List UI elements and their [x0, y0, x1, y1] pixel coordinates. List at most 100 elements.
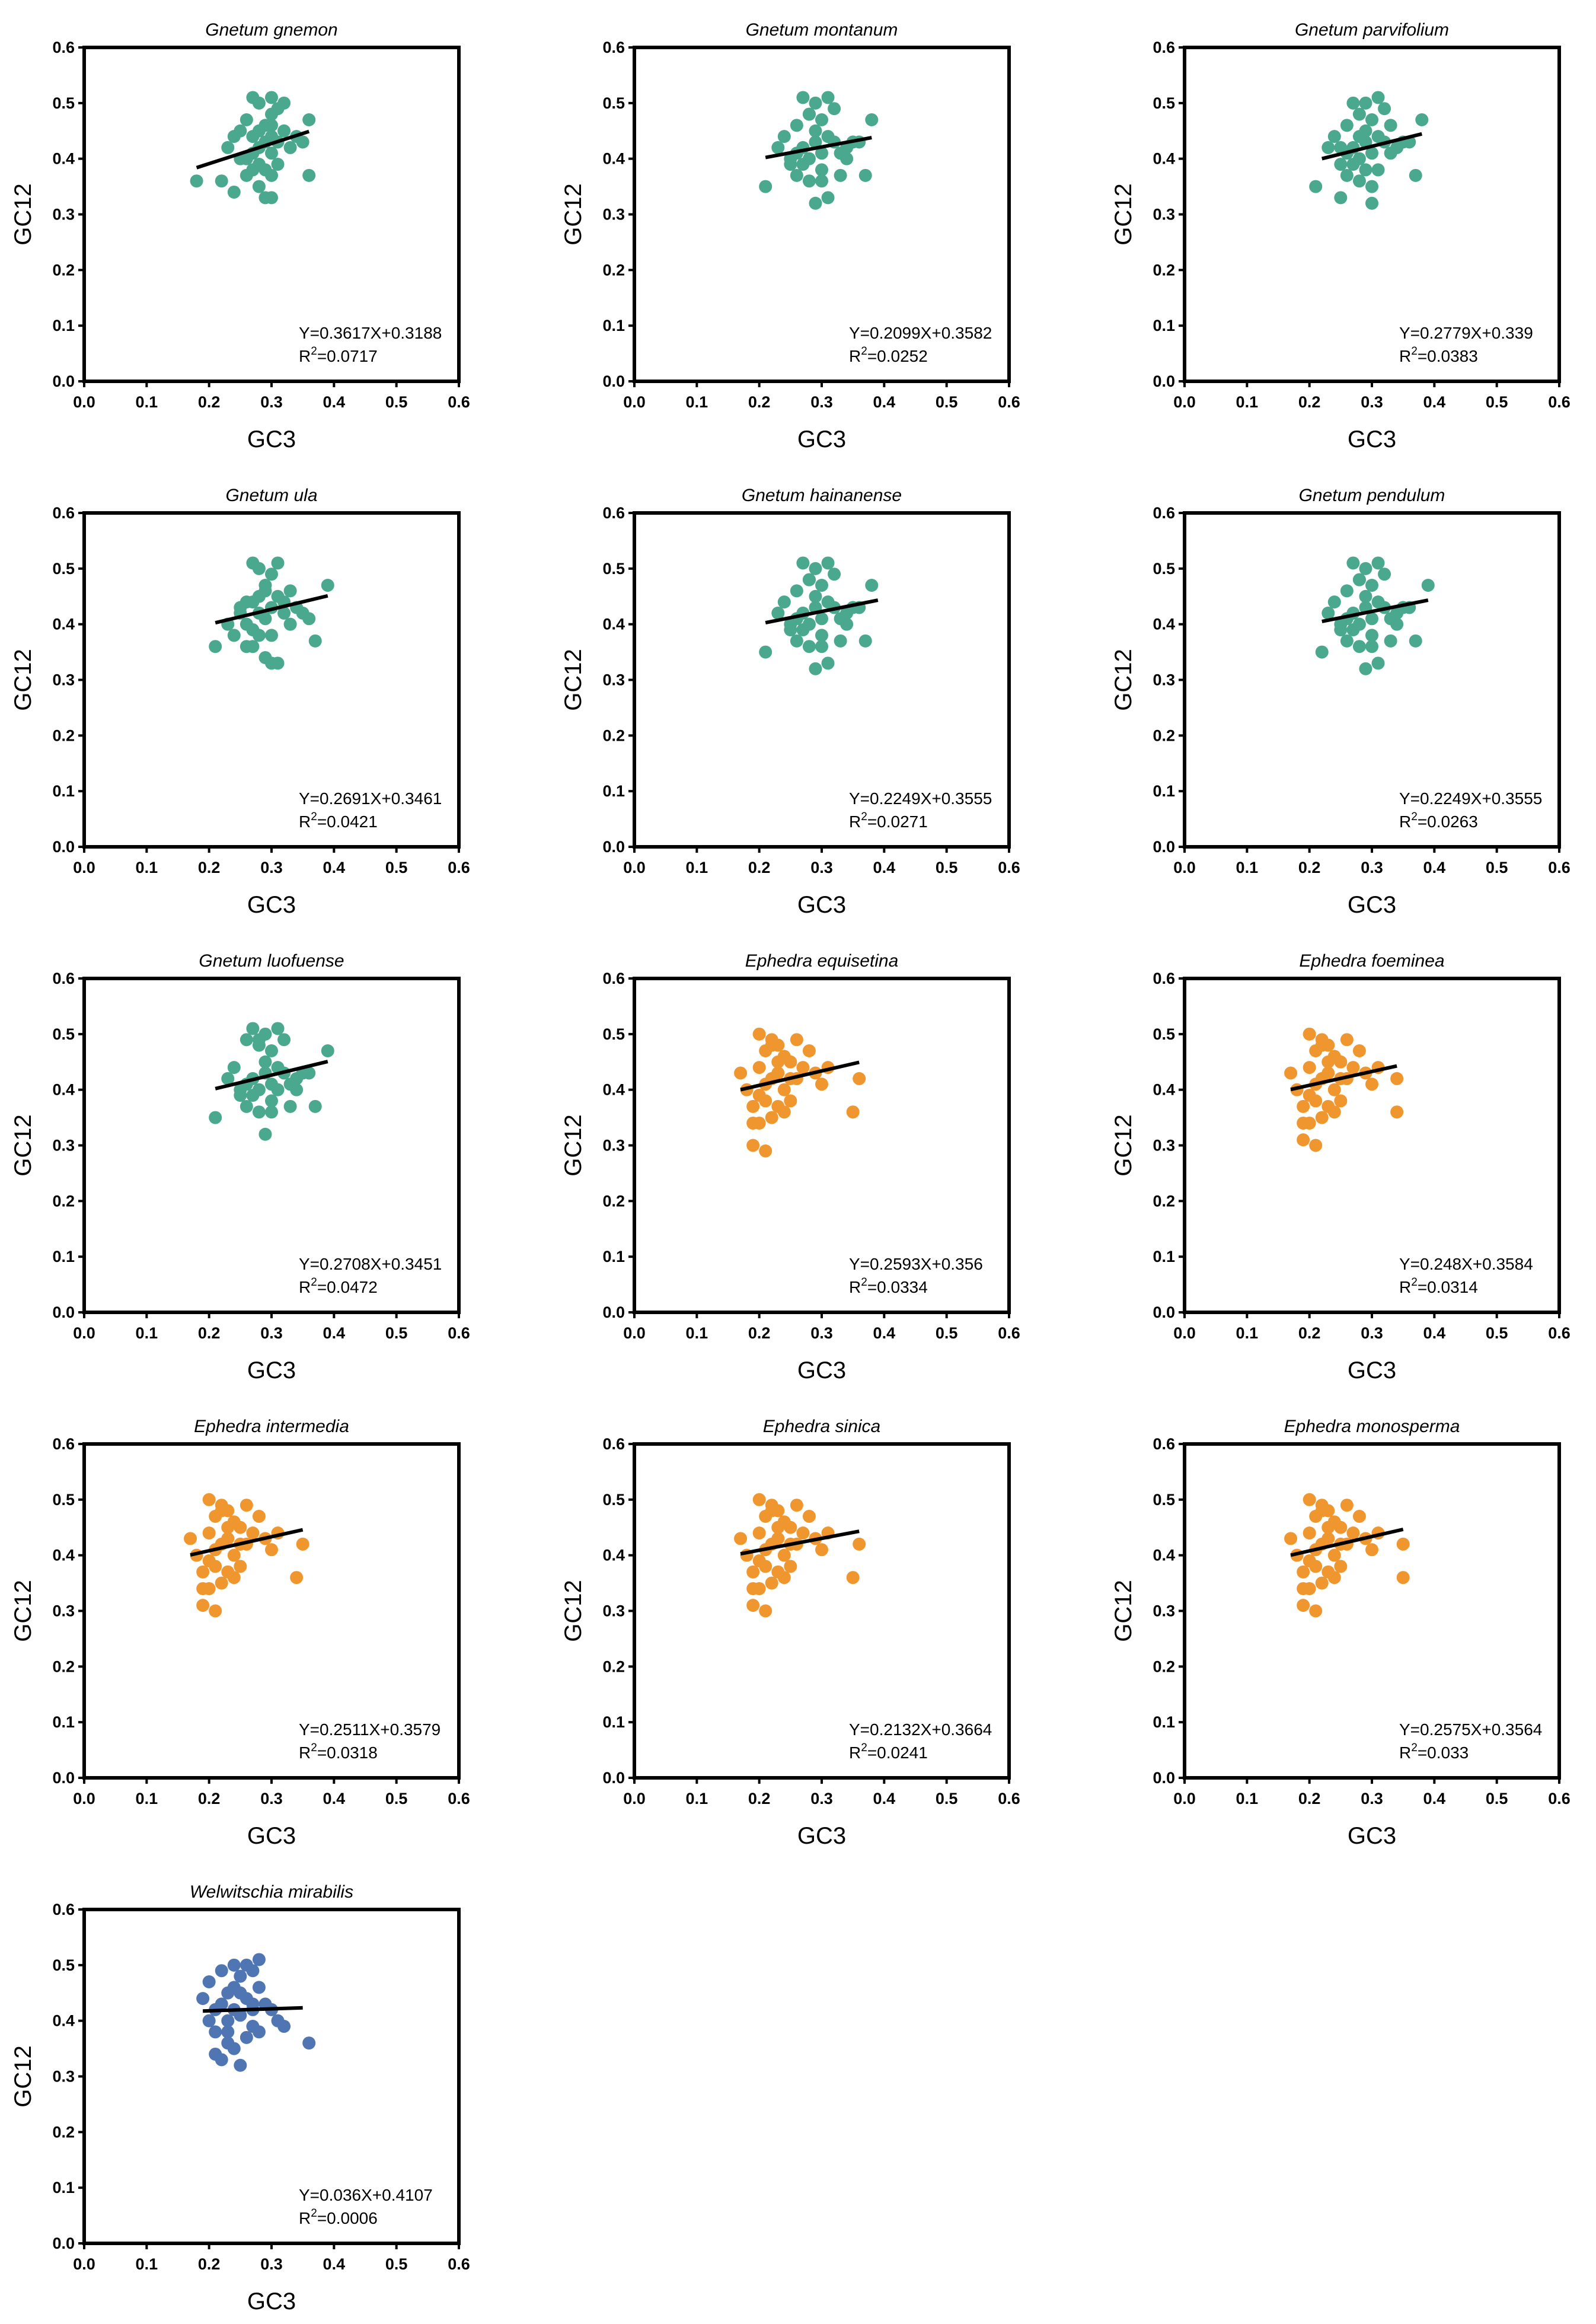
- r2-exponent: 2: [861, 1276, 867, 1289]
- data-point: [1322, 1055, 1335, 1069]
- data-point: [1340, 119, 1354, 132]
- y-tick-label: 0.0: [52, 372, 75, 390]
- x-tick-label: 0.5: [385, 2255, 408, 2273]
- x-tick-label: 0.3: [810, 1324, 833, 1342]
- r2-prefix: R: [1399, 347, 1411, 365]
- data-point: [271, 1083, 285, 1096]
- data-point: [784, 1560, 797, 1573]
- data-point: [1396, 1571, 1410, 1585]
- data-point: [246, 1964, 260, 1978]
- x-tick-label: 0.2: [198, 2255, 221, 2273]
- x-tick-label: 0.5: [1486, 393, 1508, 411]
- data-point: [784, 617, 797, 631]
- panel-title: Gnetum montanum: [746, 20, 898, 40]
- x-tick-label: 0.4: [873, 393, 896, 411]
- data-point: [1409, 634, 1422, 648]
- x-tick-label: 0.5: [385, 393, 408, 411]
- data-point: [290, 1571, 304, 1585]
- regression-equation: Y=0.2708X+0.3451: [299, 1255, 442, 1273]
- data-point: [1340, 634, 1354, 648]
- x-axis-label: GC3: [1348, 1823, 1396, 1849]
- data-point: [777, 1105, 791, 1119]
- y-tick-label: 0.0: [602, 1303, 625, 1321]
- x-tick-label: 0.5: [385, 1790, 408, 1807]
- regression-equation: Y=0.036X+0.4107: [299, 2186, 433, 2204]
- data-point: [221, 2014, 235, 2027]
- data-point: [271, 1022, 285, 1035]
- data-point: [1322, 1532, 1335, 1545]
- data-point: [1340, 1499, 1354, 1512]
- x-tick-label: 0.1: [1236, 393, 1259, 411]
- x-tick-label: 0.0: [73, 393, 95, 411]
- panel-8: Ephedra equisetina 0.0 0.1 0.2 0.3 0.4 0.5 0.6 0…: [560, 951, 1020, 1383]
- data-point: [246, 1997, 260, 2011]
- y-tick-label: 0.5: [602, 1491, 625, 1509]
- y-tick-label: 0.6: [1153, 504, 1175, 522]
- x-axis-label: GC3: [1348, 892, 1396, 918]
- data-point: [1359, 562, 1372, 575]
- regression-equation: Y=0.2575X+0.3564: [1399, 1720, 1542, 1739]
- y-axis-label: GC12: [1110, 649, 1137, 711]
- panel-13: Welwitschia mirabilis 0.0 0.1 0.2 0.3 0.4 0.5 0…: [10, 1882, 470, 2315]
- r2-value: =0.0318: [317, 1743, 378, 1762]
- data-point: [184, 1532, 197, 1545]
- data-point: [809, 135, 822, 149]
- x-tick-label: 0.3: [1361, 859, 1383, 876]
- data-point: [784, 1520, 797, 1534]
- data-point: [252, 124, 266, 138]
- data-point: [777, 1571, 791, 1585]
- r2-value: =0.0383: [1418, 347, 1478, 365]
- data-point: [790, 1499, 803, 1512]
- data-point: [1334, 191, 1348, 205]
- y-tick-label: 0.5: [1153, 560, 1175, 578]
- y-tick-label: 0.5: [52, 560, 75, 578]
- y-tick-label: 0.0: [52, 838, 75, 856]
- data-point: [271, 158, 285, 171]
- y-tick-label: 0.3: [602, 206, 625, 224]
- data-point: [809, 662, 822, 675]
- r2-prefix: R: [299, 2209, 311, 2227]
- data-point: [821, 91, 835, 104]
- data-point: [277, 1033, 291, 1047]
- x-tick-label: 0.1: [136, 2255, 158, 2273]
- data-point: [227, 2042, 241, 2055]
- data-point: [1365, 629, 1378, 642]
- x-tick-label: 0.0: [623, 393, 646, 411]
- r-squared: R2=0.0421: [299, 811, 378, 831]
- data-point: [759, 180, 773, 193]
- data-point: [290, 1083, 304, 1096]
- data-point: [1315, 1111, 1329, 1124]
- data-point: [258, 578, 272, 592]
- data-point: [265, 1105, 278, 1119]
- x-tick-label: 0.2: [748, 1790, 771, 1807]
- data-point: [321, 578, 334, 592]
- y-tick-label: 0.4: [1153, 1547, 1175, 1564]
- data-point: [865, 578, 879, 592]
- data-point: [1303, 1089, 1316, 1102]
- y-tick-label: 0.2: [52, 1657, 75, 1675]
- data-point: [252, 1105, 266, 1119]
- data-point: [246, 1526, 260, 1540]
- data-point: [196, 1992, 210, 2006]
- regression-equation: Y=0.2691X+0.3461: [299, 789, 442, 808]
- data-point: [777, 1548, 791, 1562]
- x-tick-label: 0.0: [1173, 1790, 1196, 1807]
- data-point: [234, 601, 247, 614]
- x-tick-label: 0.3: [1361, 393, 1383, 411]
- y-axis-label: GC12: [10, 2045, 36, 2108]
- r2-exponent: 2: [311, 2207, 317, 2220]
- data-point: [227, 185, 241, 199]
- r-squared: R2=0.0271: [849, 811, 928, 831]
- data-point: [853, 1537, 866, 1551]
- x-tick-label: 0.4: [323, 859, 346, 876]
- regression-equation: Y=0.248X+0.3584: [1399, 1255, 1533, 1273]
- trend-line: [190, 1528, 304, 1557]
- data-point: [1327, 595, 1341, 609]
- data-point: [746, 1599, 760, 1612]
- data-point: [809, 562, 822, 575]
- x-tick-label: 0.2: [1298, 1790, 1321, 1807]
- data-point: [1303, 1493, 1316, 1506]
- y-tick-label: 0.5: [1153, 1025, 1175, 1043]
- x-tick-label: 0.0: [623, 1790, 646, 1807]
- x-axis-label: GC3: [247, 426, 296, 452]
